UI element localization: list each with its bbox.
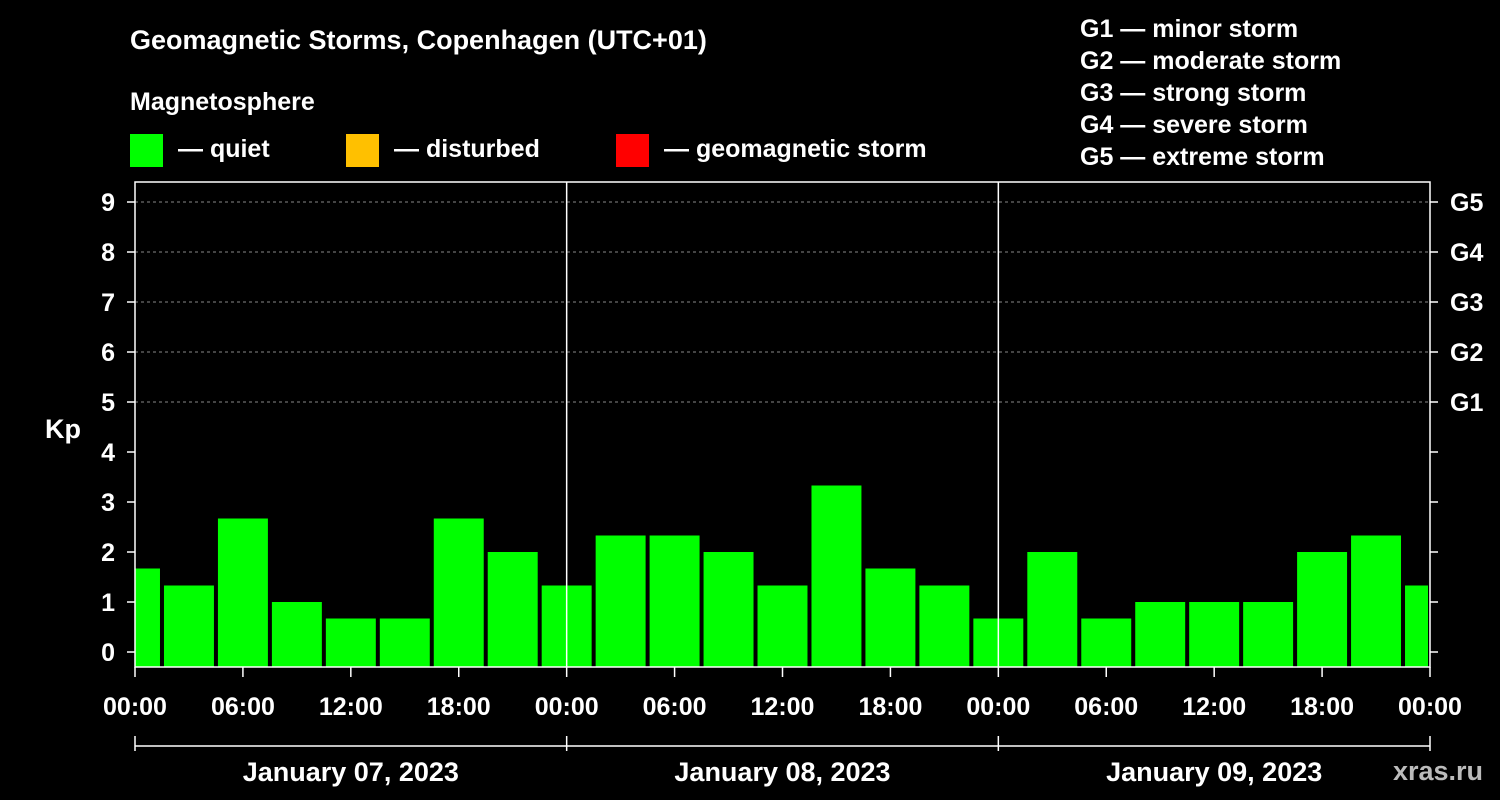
kp-bar [595, 535, 646, 667]
x-tick-label: 12:00 [1182, 693, 1246, 721]
watermark: xras.ru [1393, 756, 1483, 786]
kp-bar [163, 585, 214, 667]
day-axis: January 07, 2023 January 08, 2023 January … [134, 736, 1431, 787]
kp-bar [379, 618, 430, 667]
legend: — quiet — disturbed — geomagnetic storm [130, 134, 927, 167]
storm-level-label: G4 [1450, 239, 1483, 267]
storm-level-label: G5 [1450, 189, 1483, 217]
legend-title: Magnetosphere [130, 88, 315, 116]
kp-bar [757, 585, 808, 667]
kp-bar [703, 552, 754, 667]
x-tick-label: 18:00 [427, 693, 491, 721]
y-tick-label: 6 [101, 339, 115, 367]
y-axis-label: Kp [45, 414, 81, 444]
x-tick-label: 18:00 [1290, 693, 1354, 721]
x-tick-label: 00:00 [966, 693, 1030, 721]
storm-scale-item: G4 — severe storm [1080, 111, 1308, 139]
storm-level-label: G2 [1450, 339, 1483, 367]
kp-bar [1351, 535, 1402, 667]
kp-bar [865, 568, 916, 667]
kp-bar [271, 602, 322, 667]
y-tick-label: 5 [101, 389, 115, 417]
y-tick-label: 3 [101, 489, 115, 517]
y-tick-label: 0 [101, 639, 115, 667]
x-tick-label: 06:00 [643, 693, 707, 721]
x-tick-label: 00:00 [103, 693, 167, 721]
storm-level-label: G3 [1450, 289, 1483, 317]
storm-level-axis: G1 G2 G3 G4 G5 [1430, 189, 1483, 653]
kp-bar [1243, 602, 1294, 667]
storm-scale-item: G3 — strong storm [1080, 79, 1306, 107]
kp-bar [325, 618, 376, 667]
y-tick-label: 2 [101, 539, 115, 567]
kp-bar [217, 518, 268, 667]
x-tick-label: 12:00 [319, 693, 383, 721]
kp-bar [433, 518, 484, 667]
x-tick-label: 06:00 [1074, 693, 1138, 721]
legend-label: — quiet [178, 135, 270, 163]
kp-bar [487, 552, 538, 667]
storm-scale-item: G2 — moderate storm [1080, 47, 1341, 75]
y-axis-ticks: 0 1 2 3 4 5 6 7 8 9 [101, 189, 135, 667]
y-tick-label: 4 [101, 439, 115, 467]
x-tick-label: 00:00 [1398, 693, 1462, 721]
y-tick-label: 1 [101, 589, 115, 617]
chart-title: Geomagnetic Storms, Copenhagen (UTC+01) [130, 25, 707, 55]
kp-bar [811, 485, 862, 667]
legend-swatch [616, 134, 649, 167]
storm-scale-item: G5 — extreme storm [1080, 143, 1325, 171]
kp-bar [1081, 618, 1132, 667]
y-tick-label: 8 [101, 239, 115, 267]
kp-bar [1297, 552, 1348, 667]
kp-bar [1135, 602, 1186, 667]
kp-bar [919, 585, 970, 667]
x-tick-label: 12:00 [751, 693, 815, 721]
legend-swatch [346, 134, 379, 167]
day-label: January 09, 2023 [1106, 757, 1322, 787]
day-label: January 08, 2023 [674, 757, 890, 787]
storm-level-label: G1 [1450, 389, 1483, 417]
kp-bar [1027, 552, 1078, 667]
legend-swatch [130, 134, 163, 167]
kp-bar [135, 568, 160, 667]
day-label: January 07, 2023 [243, 757, 459, 787]
kp-bar [649, 535, 700, 667]
y-tick-label: 7 [101, 289, 115, 317]
storm-scale-item: G1 — minor storm [1080, 15, 1298, 43]
storm-scale-legend: G1 — minor storm G2 — moderate storm G3 — … [1080, 15, 1341, 171]
kp-bar [1405, 585, 1428, 667]
legend-label: — geomagnetic storm [664, 135, 927, 163]
y-tick-label: 9 [101, 189, 115, 217]
x-tick-label: 18:00 [858, 693, 922, 721]
kp-bar [1189, 602, 1240, 667]
x-tick-label: 06:00 [211, 693, 275, 721]
bars [135, 485, 1428, 667]
x-tick-label: 00:00 [535, 693, 599, 721]
x-axis-ticks: 00:00 06:00 12:00 18:00 00:00 06:00 12:00 18:00… [103, 667, 1462, 721]
legend-label: — disturbed [394, 135, 540, 163]
